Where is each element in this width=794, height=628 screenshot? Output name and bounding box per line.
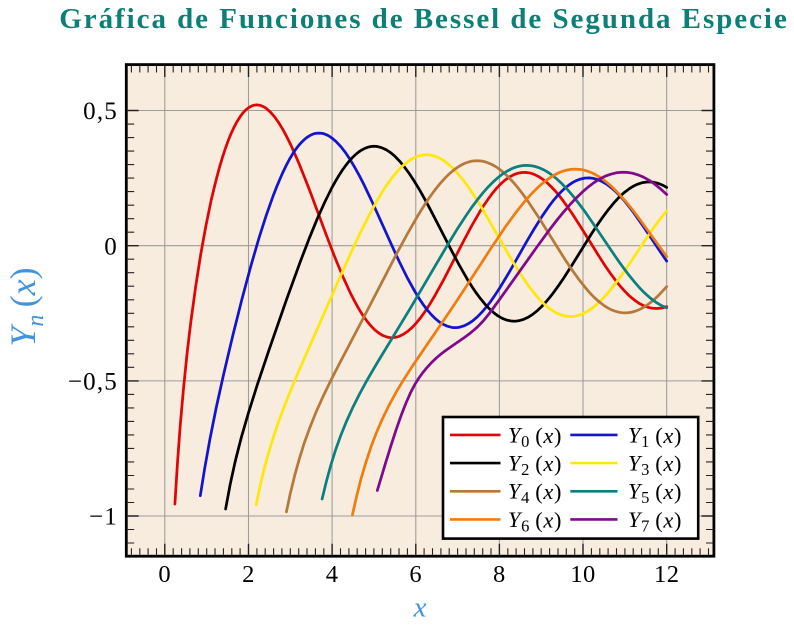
svg-text:Y5 (x): Y5 (x)	[628, 479, 682, 508]
svg-text:12: 12	[654, 561, 680, 588]
svg-text:Y3 (x): Y3 (x)	[628, 451, 682, 480]
svg-text:−1: −1	[89, 504, 118, 531]
svg-text:Y7 (x): Y7 (x)	[628, 507, 682, 536]
svg-text:Y4 (x): Y4 (x)	[508, 479, 562, 508]
svg-text:Y1 (x): Y1 (x)	[628, 422, 682, 451]
svg-text:−0,5: −0,5	[68, 369, 118, 396]
svg-text:0,5: 0,5	[83, 98, 118, 125]
svg-text:2: 2	[242, 561, 255, 588]
svg-text:Y6 (x): Y6 (x)	[508, 507, 562, 536]
svg-text:6: 6	[409, 561, 422, 588]
svg-text:Y2 (x): Y2 (x)	[508, 451, 562, 480]
svg-text:8: 8	[493, 561, 506, 588]
svg-text:4: 4	[326, 561, 339, 588]
svg-text:10: 10	[570, 561, 596, 588]
svg-text:Y0 (x): Y0 (x)	[508, 422, 562, 451]
svg-text:0: 0	[158, 561, 171, 588]
svg-text:0: 0	[104, 233, 118, 260]
